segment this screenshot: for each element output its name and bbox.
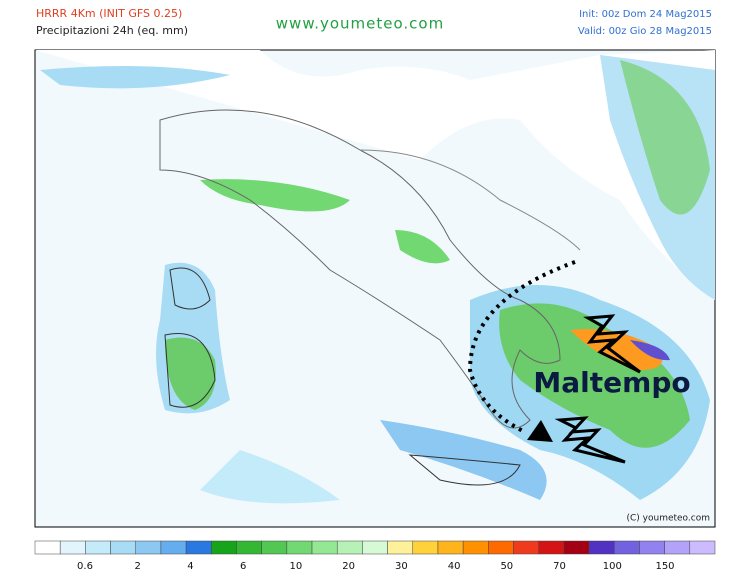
map-area: Maltempo (C) youmeteo.com — [34, 49, 716, 528]
valid-label: Valid: 00z Gio 28 Mag2015 — [578, 26, 712, 37]
colorbar-swatch — [110, 540, 136, 555]
model-label: HRRR 4Km (INIT GFS 0.25) — [36, 7, 182, 20]
colorbar-tick-label: 30 — [395, 561, 408, 572]
field-label: Precipitazioni 24h (eq. mm) — [36, 24, 188, 37]
colorbar-swatch — [185, 540, 212, 555]
colorbar-tick-label: 4 — [187, 561, 193, 572]
colorbar-swatch — [538, 540, 565, 555]
colorbar-tick-label: 0.6 — [77, 561, 93, 572]
site-label: www.youmeteo.com — [276, 15, 444, 33]
colorbar-tick-label: 50 — [500, 561, 513, 572]
colorbar-swatch — [412, 540, 439, 555]
colorbar-tick-label: 10 — [290, 561, 303, 572]
colorbar-swatch — [85, 540, 111, 555]
colorbar-swatch — [437, 540, 464, 555]
colorbar-swatch — [462, 540, 489, 555]
annotation: Maltempo — [533, 366, 690, 399]
colorbar-swatch — [488, 540, 514, 555]
colorbar-swatch — [689, 540, 716, 555]
colorbar-tick-label: 70 — [553, 561, 566, 572]
colorbar-swatch — [311, 540, 338, 555]
colorbar-swatch — [563, 540, 590, 555]
colorbar: 0.6 2 4 6 10 20 30 40 50 70 100 150 — [34, 540, 716, 572]
colorbar-tick-label: 150 — [655, 561, 674, 572]
colorbar-tick-label: 100 — [603, 561, 622, 572]
colorbar-swatch — [236, 540, 262, 555]
colorbar-tick-label: 6 — [240, 561, 246, 572]
colorbar-swatch — [261, 540, 288, 555]
colorbar-swatch — [513, 540, 539, 555]
init-label: Init: 00z Dom 24 Mag2015 — [579, 9, 712, 20]
colorbar-tick-label: 20 — [342, 561, 355, 572]
colorbar-swatch — [160, 540, 187, 555]
colorbar-swatch — [387, 540, 414, 555]
colorbar-swatch — [34, 540, 61, 555]
colorbar-tick-label: 40 — [448, 561, 461, 572]
copyright: (C) youmeteo.com — [626, 514, 710, 524]
colorbar-swatch — [614, 540, 640, 555]
colorbar-swatch — [639, 540, 665, 555]
colorbar-swatch — [362, 540, 388, 555]
colorbar-swatch — [588, 540, 615, 555]
colorbar-swatch — [211, 540, 237, 555]
colorbar-swatch — [286, 540, 313, 555]
colorbar-swatch — [135, 540, 162, 555]
colorbar-swatch — [336, 540, 363, 555]
colorbar-swatch — [59, 540, 86, 555]
colorbar-tick-label: 2 — [135, 561, 141, 572]
colorbar-swatch — [664, 540, 691, 555]
